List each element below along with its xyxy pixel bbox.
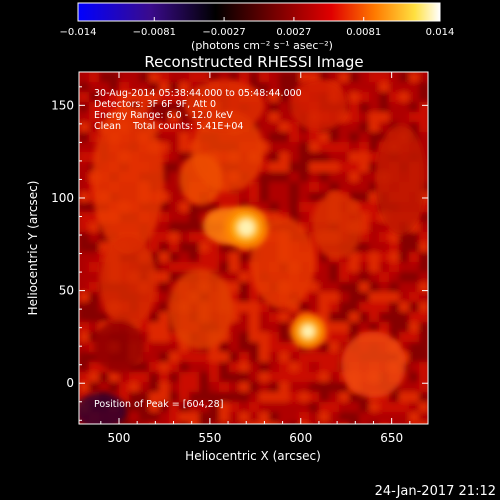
y-tick-label: 50 [59, 284, 74, 298]
peak-position-label: Position of Peak = [604,28] [94, 399, 223, 410]
flare-source [290, 313, 327, 350]
annotation-clean-counts: Clean Total counts: 5.41E+04 [94, 121, 243, 132]
colorbar-tick-label: 0.0027 [276, 27, 311, 38]
y-axis-label: Heliocentric Y (arcsec) [26, 181, 40, 316]
y-tick-label: 150 [51, 98, 74, 112]
plot-area [79, 72, 428, 424]
y-tick-label: 0 [66, 376, 74, 390]
colorbar-tick-label: −0.0081 [133, 27, 176, 38]
colorbar-tick-label: −0.0027 [202, 27, 245, 38]
annotation-time-range: 30-Aug-2014 05:38:44.000 to 05:48:44.000 [94, 88, 302, 99]
flare-source [224, 205, 269, 250]
colorbar-tick-label: 0.014 [426, 27, 455, 38]
x-tick-label: 550 [198, 431, 221, 445]
x-axis-label: Heliocentric X (arcsec) [185, 449, 321, 463]
timestamp: 24-Jan-2017 21:12 [375, 484, 496, 499]
annotation-detectors: Detectors: 3F 6F 9F, Att 0 [94, 99, 216, 110]
axis-ticks: 500 550 600 650 0 50 100 150 [51, 72, 429, 445]
colorbar-ticks: −0.014 −0.0081 −0.0027 0.0027 0.0081 0.014 [59, 17, 454, 38]
x-tick-label: 500 [108, 431, 131, 445]
annotation-energy-range: Energy Range: 6.0 - 12.0 keV [94, 110, 233, 121]
colorbar [77, 2, 441, 22]
colorbar-unit-label: (photons cm⁻² s⁻¹ asec⁻²) [191, 39, 333, 52]
colorbar-tick-label: 0.0081 [346, 27, 381, 38]
chart-title: Reconstructed RHESSI Image [144, 53, 363, 71]
x-tick-label: 650 [380, 431, 403, 445]
plot-frame [78, 71, 429, 425]
x-tick-label: 600 [289, 431, 312, 445]
colorbar-tick-label: −0.014 [59, 27, 96, 38]
y-tick-label: 100 [51, 191, 74, 205]
